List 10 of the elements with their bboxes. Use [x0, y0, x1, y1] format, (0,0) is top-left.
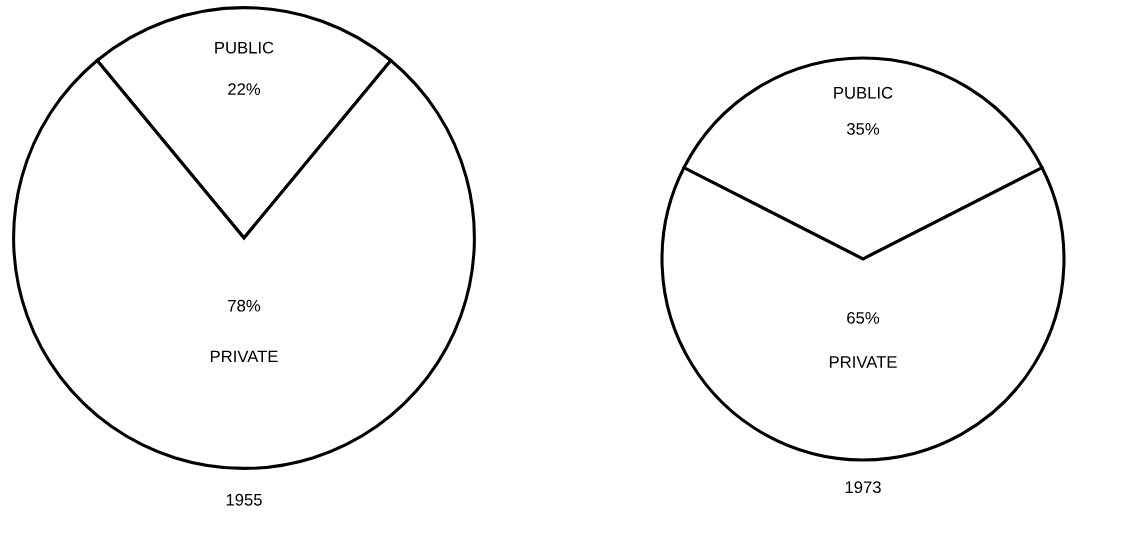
data-label: 22% [228, 83, 261, 95]
data-label: 65% [847, 311, 880, 324]
slice-label: PRIVATE [829, 356, 897, 368]
data-label: 35% [846, 123, 880, 135]
text: 1973 [845, 481, 881, 494]
slice-label: PRIVATE [210, 350, 278, 363]
text: 1955 [226, 493, 262, 506]
slice-label: PUBLIC [834, 86, 893, 99]
data-label: 78% [228, 299, 261, 312]
slice-label: PUBLIC [215, 41, 274, 54]
